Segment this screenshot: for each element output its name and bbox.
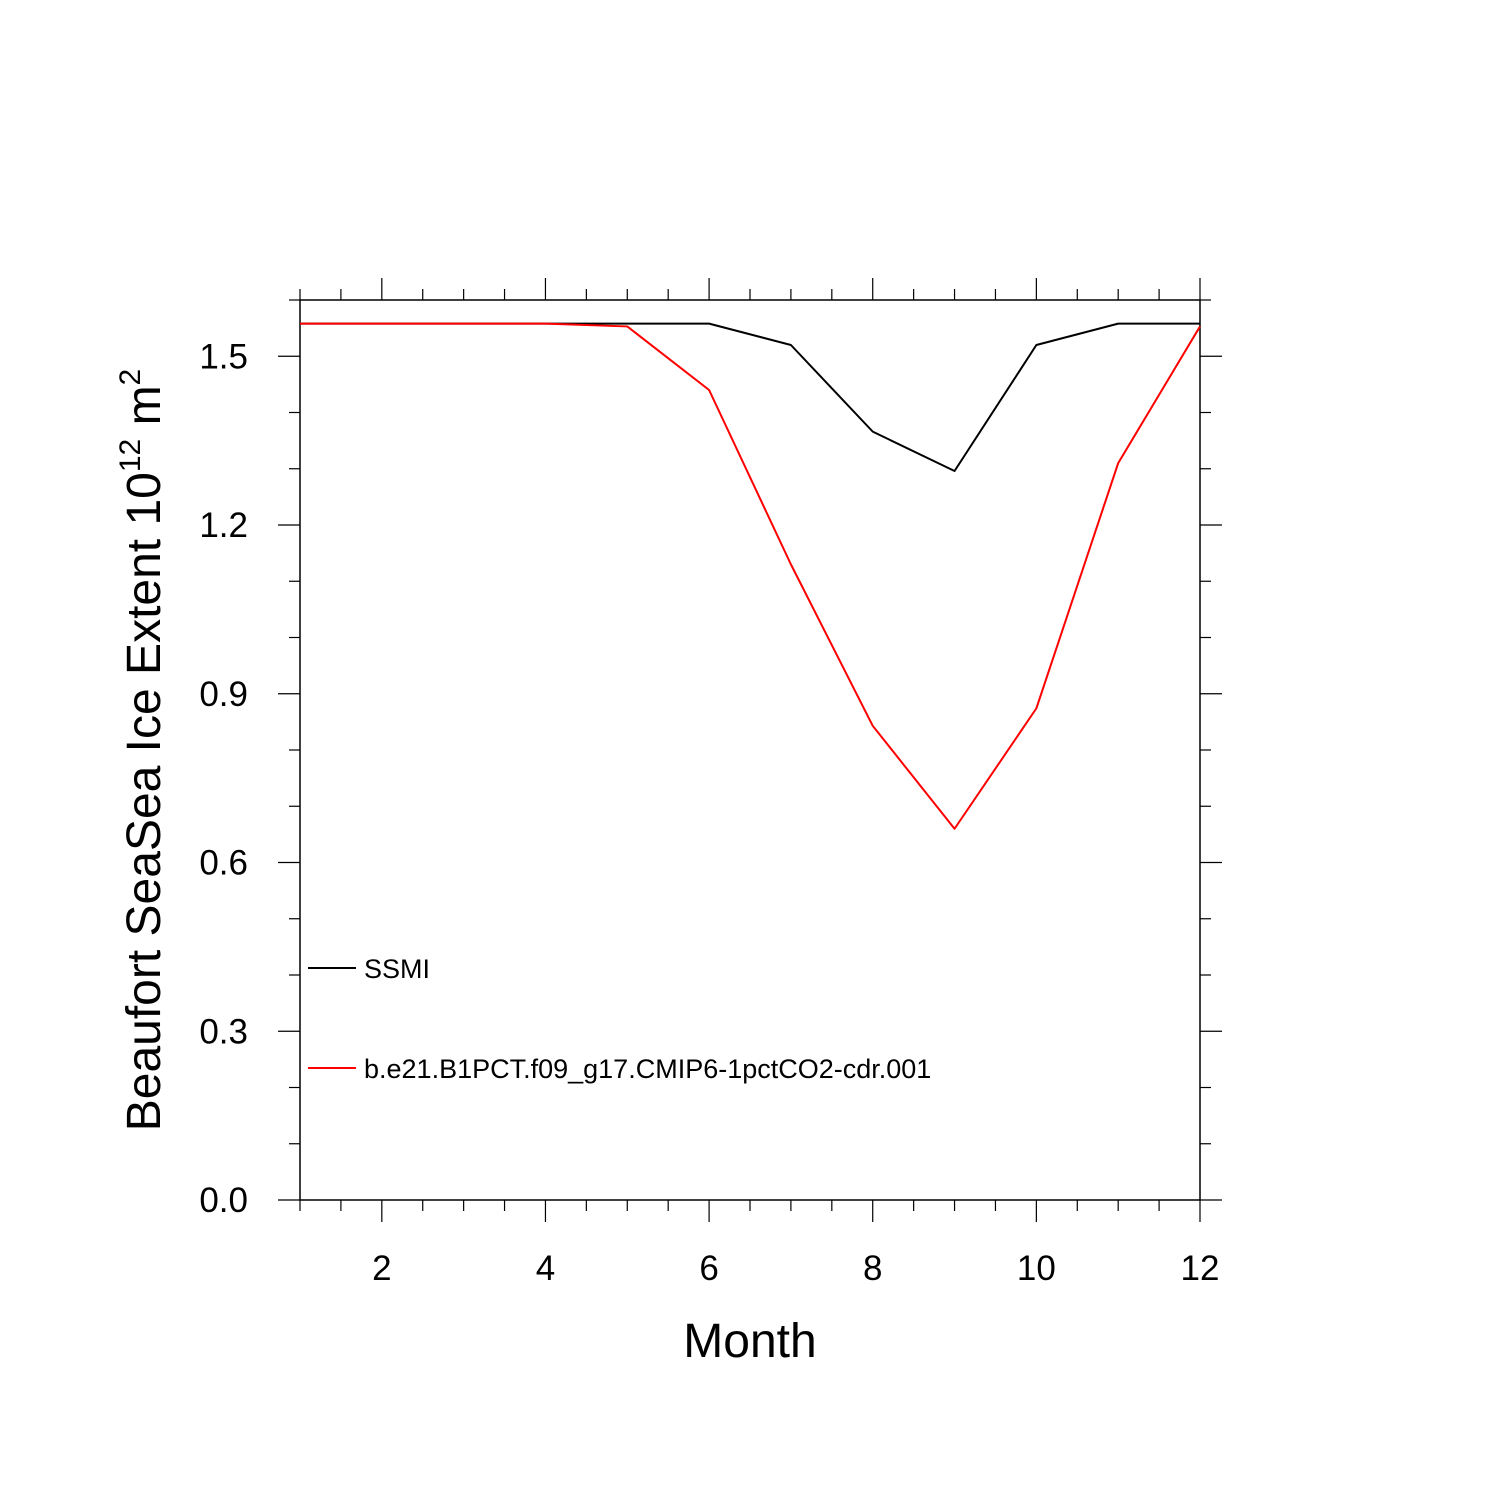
y-axis-title-exponent: 12 [114,439,147,472]
y-tick-label: 0.0 [199,1181,248,1220]
legend-label-1: SSMI [364,954,430,984]
x-tick-label: 10 [1017,1249,1056,1288]
x-tick-label: 2 [372,1249,391,1288]
x-axis-title: Month [683,1315,816,1368]
y-axis-title: Beaufort SeaSea Ice Extent 1012 m2 [114,369,171,1132]
y-axis-title-main: Beaufort SeaSea Ice Extent 10 [118,472,171,1131]
y-axis-title-unit-exponent: 2 [114,369,147,386]
y-tick-label: 1.5 [199,337,248,376]
legend-label-2: b.e21.B1PCT.f09_g17.CMIP6-1pctCO2-cdr.00… [364,1054,931,1084]
x-tick-label: 12 [1181,1249,1220,1288]
y-tick-label: 0.3 [199,1012,248,1051]
y-tick-label: 1.2 [199,506,248,545]
y-tick-labels: 0.0 0.3 0.6 0.9 1.2 1.5 [199,337,248,1220]
series-line-2 [300,322,1201,830]
x-tick-labels: 2 4 6 8 10 12 [372,1249,1219,1288]
y-tick-label: 0.6 [199,844,248,883]
series-line-1 [300,322,1200,472]
legend: SSMI b.e21.B1PCT.f09_g17.CMIP6-1pctCO2-cd… [308,954,931,1084]
x-tick-label: 6 [699,1249,718,1288]
y-tick-label: 0.9 [199,675,248,714]
y-axis-title-unit: m [118,385,171,438]
x-tick-label: 4 [536,1249,555,1288]
x-tick-label: 8 [863,1249,882,1288]
axis-ticks [278,278,1222,1222]
series-lines [300,322,1201,830]
